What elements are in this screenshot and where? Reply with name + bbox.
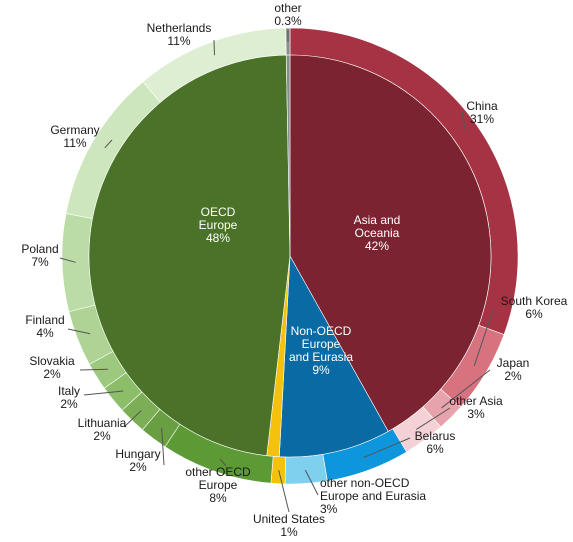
label-belarus: Belarus 6% (415, 429, 456, 456)
label-non-oecd-line: and Eurasia (289, 350, 353, 364)
label-south-korea-line: South Korea (501, 294, 568, 308)
label-china: China 31% (466, 99, 498, 126)
label-netherlands-line: Netherlands (147, 21, 212, 35)
label-finland: Finland 4% (25, 313, 64, 340)
label-oecd-europe: OECD Europe 48% (199, 205, 238, 245)
label-netherlands-line: 11% (167, 34, 190, 48)
leader-united-states (278, 470, 290, 513)
leader-lithuania (123, 410, 142, 428)
label-slovakia: Slovakia 2% (29, 354, 75, 381)
label-other-non-oecd: other non-OECD Europe and Eurasia 3% (320, 476, 426, 516)
inner-slice-non-oecd-europe-and-eurasia (278, 254, 389, 458)
label-china-line: China (466, 99, 498, 113)
label-poland-line: Poland (21, 242, 58, 256)
leader-south-korea (473, 309, 494, 367)
leader-other-asia (416, 407, 451, 430)
label-united-states-line: United States (253, 512, 325, 526)
label-other-oecd-europe: other OECD Europe 8% (185, 465, 251, 505)
label-other-non-oecd-line: Europe and Eurasia (320, 489, 426, 503)
label-italy: Italy 2% (58, 384, 80, 411)
label-lithuania: Lithuania 2% (78, 416, 127, 443)
label-oecd-europe-line: Europe (199, 218, 238, 232)
leader-japan (441, 369, 491, 409)
label-united-states-line: 1% (280, 525, 298, 539)
label-other-oecd-europe-line: other OECD (185, 465, 251, 479)
label-germany-line: Germany (50, 123, 99, 137)
leader-belarus (363, 437, 411, 458)
label-united-states: United States 1% (253, 512, 325, 539)
label-other-non-oecd-line: other non-OECD (320, 476, 410, 490)
leader-china (461, 111, 467, 134)
inner-pie (88, 54, 492, 458)
label-non-oecd-line: Non-OECD (291, 324, 352, 338)
leader-germany (104, 139, 113, 149)
label-slovakia-line: 2% (43, 367, 61, 381)
inner-slice-other (285, 54, 291, 257)
leader-italy (83, 390, 124, 396)
leader-finland (67, 328, 91, 335)
label-other-line: 0.3% (274, 14, 302, 28)
label-non-oecd: Non-OECD Europe and Eurasia 9% (289, 324, 353, 377)
label-other-non-oecd-line: 3% (320, 502, 338, 516)
label-south-korea-line: 6% (525, 307, 543, 321)
label-finland-line: Finland (25, 313, 64, 327)
label-asia-oceania-line: Asia and (354, 213, 401, 227)
label-japan: Japan 2% (497, 356, 530, 383)
leader-other-oecd-europe (219, 458, 227, 467)
label-oecd-europe-line: 48% (206, 231, 230, 245)
label-asia-oceania: Asia and Oceania 42% (354, 213, 401, 253)
label-germany-line: 11% (63, 136, 86, 150)
label-lithuania-line: 2% (93, 429, 111, 443)
label-poland: Poland 7% (21, 242, 58, 269)
label-non-oecd-line: Europe (302, 337, 341, 351)
label-hungary-line: Hungary (115, 447, 160, 461)
label-belarus-line: Belarus (415, 429, 456, 443)
inner-slice-asia-and-oceania (289, 54, 492, 432)
label-other-asia-line: other Asia (449, 394, 503, 408)
label-asia-oceania-line: 42% (365, 239, 389, 253)
label-finland-line: 4% (36, 326, 54, 340)
label-poland-line: 7% (31, 255, 49, 269)
label-other-asia-line: 3% (467, 407, 485, 421)
outer-ring (61, 27, 519, 485)
label-italy-line: 2% (60, 397, 78, 411)
label-other-asia: other Asia 3% (449, 394, 503, 421)
label-other: other 0.3% (274, 1, 302, 28)
label-japan-line: 2% (504, 369, 522, 383)
inner-slice-oecd-europe (88, 54, 291, 456)
label-hungary-line: 2% (129, 460, 147, 474)
label-italy-line: Italy (58, 384, 80, 398)
label-germany: Germany 11% (50, 123, 99, 150)
label-netherlands: Netherlands 11% (147, 21, 212, 48)
label-other-line: other (274, 1, 301, 15)
slice-labels: OECD Europe 48%Asia and Oceania 42%Non-OECD E… (21, 1, 567, 539)
label-lithuania-line: Lithuania (78, 416, 127, 430)
label-other-oecd-europe-line: Europe (199, 478, 238, 492)
label-japan-line: Japan (497, 356, 530, 370)
label-south-korea: South Korea 6% (501, 294, 568, 321)
leader-poland (59, 257, 76, 263)
label-hungary: Hungary 2% (115, 447, 160, 474)
leader-hungary (161, 427, 165, 466)
leader-lines (59, 30, 494, 513)
label-asia-oceania-line: Oceania (355, 226, 400, 240)
leader-other-non-oecd (304, 469, 319, 496)
label-non-oecd-line: 9% (312, 363, 330, 377)
label-china-line: 31% (470, 112, 494, 126)
label-other-oecd-europe-line: 8% (209, 491, 227, 505)
leader-slovakia (79, 368, 108, 371)
leader-netherlands (213, 39, 215, 56)
label-slovakia-line: Slovakia (29, 354, 75, 368)
label-oecd-europe-line: OECD (201, 205, 236, 219)
label-belarus-line: 6% (426, 442, 444, 456)
